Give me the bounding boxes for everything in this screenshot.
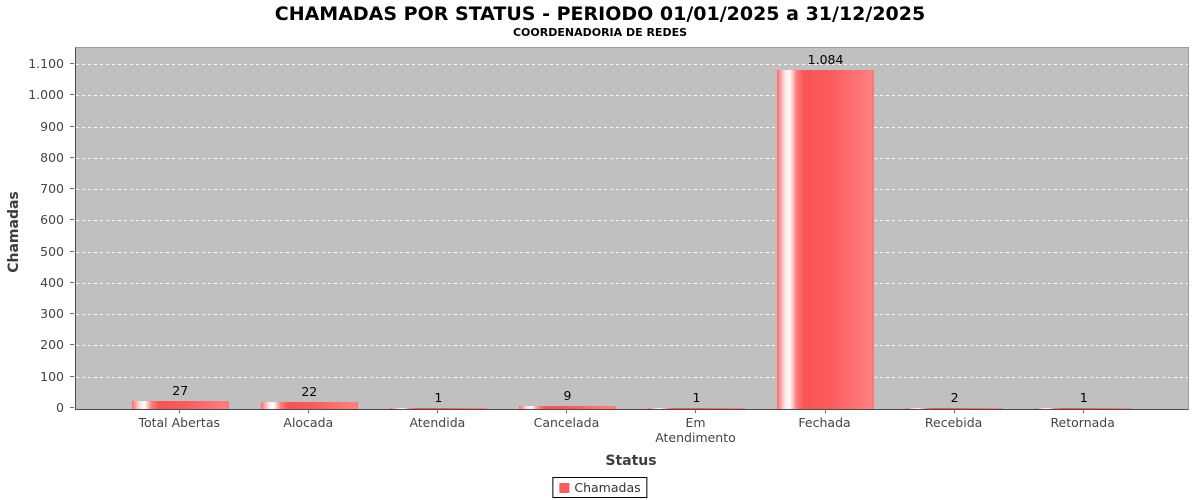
y-tick-mark <box>70 188 74 190</box>
y-tick-label: 1.100 <box>28 56 64 71</box>
y-tick-label: 300 <box>40 306 64 322</box>
y-tick-mark <box>70 219 74 221</box>
bar-slot-cancelada: 9 <box>518 388 617 409</box>
x-tick-slot <box>131 409 228 413</box>
gridline <box>76 95 1188 97</box>
gridline <box>76 220 1188 222</box>
bar-value-label: 1 <box>1079 390 1088 405</box>
gridline <box>76 64 1188 65</box>
y-tick-label: 1.000 <box>28 87 64 103</box>
x-tick-slot <box>905 409 1002 413</box>
y-tick-mark <box>70 344 74 346</box>
gridline <box>76 345 1188 347</box>
plot-area: 27 22 1 9 1 1.084 2 1 <box>75 47 1189 410</box>
x-tick-mark <box>953 409 955 413</box>
bar-slot-fechada: 1.084 <box>776 52 875 409</box>
x-tick-slot <box>647 409 744 413</box>
bar-value-label: 1.084 <box>807 52 844 68</box>
x-tick-slot <box>518 409 615 413</box>
x-tick-mark <box>437 409 439 413</box>
x-tick-label-retornada: Retornada <box>1050 415 1115 430</box>
x-tick-label-fechada: Fechada <box>798 415 851 430</box>
bar-value-label: 1 <box>434 390 443 405</box>
bar-recebida: 2 <box>905 390 1004 409</box>
bar-slot-retornada: 1 <box>1035 390 1133 409</box>
gridline <box>76 251 1188 253</box>
x-tick-slot <box>389 409 486 413</box>
gridline <box>76 314 1188 316</box>
x-tick-mark <box>308 409 310 413</box>
bar-alocada: 22 <box>260 384 358 409</box>
x-tick-mark <box>566 409 568 413</box>
y-tick-mark <box>70 281 74 283</box>
y-tick-label: 700 <box>40 181 64 197</box>
bar-slot-total-abertas: 27 <box>131 383 229 409</box>
y-tick-label: 0 <box>56 400 64 415</box>
x-tick-label-recebida: Recebida <box>924 415 983 430</box>
gridline <box>76 376 1188 378</box>
x-tick-slot <box>1034 409 1131 413</box>
y-tick-mark <box>70 407 74 408</box>
x-tick-label-em-atendimento: Em Atendimento <box>655 415 736 445</box>
bar-value-label: 27 <box>172 382 189 398</box>
bar-value-label: 22 <box>301 384 318 400</box>
x-tick-label-atendida: Atendida <box>409 415 466 430</box>
y-tick-label: 600 <box>40 212 64 228</box>
x-tick-label-cancelada: Cancelada <box>533 415 600 430</box>
x-tick-slot <box>776 409 873 413</box>
y-axis: 0 100 200 300 400 500 600 700 800 900 1.000 1.100 <box>0 47 75 415</box>
bar-slot-recebida: 2 <box>905 390 1004 409</box>
chart-title: CHAMADAS POR STATUS - PERIODO 01/01/2025… <box>274 3 926 25</box>
bars-row: 27 22 1 9 1 1.084 2 1 <box>76 48 1188 409</box>
legend: Chamadas <box>552 477 648 498</box>
bar-retornada: 1 <box>1035 390 1133 409</box>
y-tick-mark <box>70 156 74 158</box>
chart-subtitle: COORDENADORIA DE REDES <box>512 26 688 39</box>
gridline <box>76 282 1188 284</box>
y-tick-mark <box>70 63 74 64</box>
y-tick-label: 500 <box>40 243 64 259</box>
x-tick-label-alocada: Alocada <box>283 415 334 430</box>
gridline <box>76 157 1188 159</box>
y-tick-label: 400 <box>40 274 64 290</box>
y-tick-label: 200 <box>40 337 64 353</box>
bar-slot-alocada: 22 <box>260 384 358 409</box>
y-tick-mark <box>70 375 74 377</box>
bar-total-abertas: 27 <box>131 383 229 409</box>
x-tick-mark <box>179 409 181 413</box>
y-tick-mark <box>70 94 74 96</box>
bar-atendida: 1 <box>389 390 488 409</box>
x-tick-slot <box>260 409 357 413</box>
x-axis-labels: Total Abertas Alocada Atendida Cancelada Em … <box>75 415 1187 445</box>
y-tick-label: 100 <box>40 368 64 384</box>
x-tick-label-total-abertas: Total Abertas <box>138 415 221 430</box>
x-axis-label: Status <box>605 453 657 469</box>
x-tick-mark <box>824 409 826 413</box>
y-tick-label: 800 <box>40 149 64 165</box>
gridline <box>76 126 1188 128</box>
bar-em-atendimento: 1 <box>647 390 746 409</box>
bar-slot-em-atendimento: 1 <box>647 390 746 409</box>
bar-value-label: 2 <box>950 390 959 405</box>
legend-swatch-icon <box>559 482 570 493</box>
x-axis-ticks <box>75 409 1187 413</box>
bar-slot-atendida: 1 <box>389 390 488 409</box>
bar-value-label: 9 <box>563 388 572 404</box>
y-tick-mark <box>70 125 74 127</box>
bar-fechada: 1.084 <box>776 52 875 409</box>
gridline <box>76 189 1188 191</box>
y-tick-label: 900 <box>40 118 64 134</box>
y-tick-mark <box>70 250 74 252</box>
bar-cancelada: 9 <box>518 388 617 409</box>
legend-label: Chamadas <box>574 480 641 495</box>
y-tick-mark <box>70 313 74 315</box>
x-tick-mark <box>1082 409 1084 413</box>
bar-value-label: 1 <box>692 390 701 405</box>
x-tick-mark <box>695 409 697 413</box>
